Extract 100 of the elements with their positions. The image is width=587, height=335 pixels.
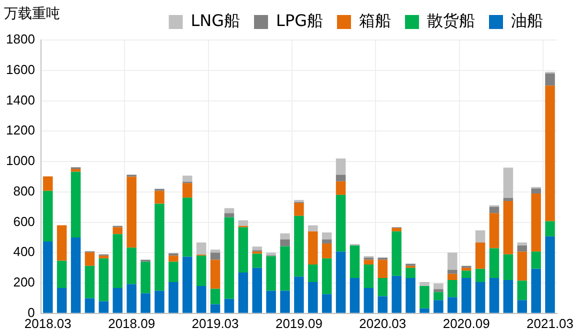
bar (434, 289, 444, 292)
y-tick-label: 200 (13, 274, 35, 290)
bar (210, 260, 220, 289)
legend-label: LPG船 (276, 11, 324, 30)
bar (126, 248, 136, 284)
bar (392, 231, 402, 276)
bar (350, 278, 360, 313)
bar (448, 280, 458, 298)
bar (448, 270, 458, 274)
bar (489, 278, 500, 313)
y-tick-label: 800 (13, 183, 35, 198)
bar (364, 264, 374, 288)
bar (517, 300, 528, 313)
y-tick-label: 0 (28, 304, 35, 320)
bar (489, 248, 500, 278)
bar (350, 246, 360, 278)
bar (517, 280, 528, 300)
bar (210, 288, 220, 304)
bar (126, 176, 136, 248)
bar (364, 288, 374, 313)
bar (448, 297, 458, 313)
y-axis-title: 万载重吨 (4, 5, 60, 23)
bar (196, 256, 206, 286)
bar (545, 221, 555, 236)
bar (98, 301, 109, 313)
bar (252, 254, 262, 268)
bar (280, 233, 290, 240)
legend-label: LNG船 (190, 11, 240, 30)
y-tick-label: 600 (13, 214, 35, 229)
bar (182, 256, 192, 313)
bar (84, 266, 95, 298)
bar (70, 237, 81, 313)
bar (531, 268, 541, 313)
bar (322, 244, 332, 258)
bar (294, 200, 304, 202)
bar (545, 236, 555, 313)
bar (392, 276, 402, 313)
bar (503, 254, 514, 280)
bar (224, 213, 234, 218)
bar (475, 242, 486, 269)
bar (503, 280, 514, 313)
bar (252, 268, 262, 313)
bar (531, 252, 541, 269)
bar (336, 158, 346, 175)
y-tick-label: 1200 (6, 122, 35, 138)
bar (70, 172, 81, 238)
bar (475, 282, 486, 313)
bar (420, 286, 430, 308)
bar (364, 260, 374, 264)
bar (196, 242, 206, 255)
bar (224, 217, 234, 299)
bar (43, 190, 53, 242)
bar (182, 176, 192, 182)
bar (182, 198, 192, 257)
bar (84, 252, 95, 266)
bar (448, 274, 458, 280)
bar (378, 296, 388, 313)
bar (434, 283, 444, 290)
bar (475, 268, 486, 282)
bar (531, 188, 541, 194)
bar (322, 294, 332, 313)
x-tick-label: 2020.09 (442, 316, 490, 331)
bar (294, 276, 304, 313)
bar (420, 308, 430, 313)
bar (280, 246, 290, 291)
bar (336, 181, 346, 195)
bar (182, 183, 192, 198)
bar (517, 242, 528, 246)
bar (336, 194, 346, 252)
bar (98, 256, 109, 258)
bar (545, 86, 555, 222)
bar (531, 194, 541, 252)
bar (56, 288, 67, 313)
bar (461, 278, 472, 313)
legend-label: 箱船 (359, 11, 391, 30)
bar (112, 288, 123, 313)
x-tick-label: 2020.03 (359, 316, 406, 331)
bar (294, 216, 304, 277)
x-tick-label: 2019.03 (192, 316, 239, 331)
bar (503, 201, 514, 254)
bar (112, 234, 123, 288)
bar (545, 73, 555, 86)
y-tick-label: 1600 (6, 62, 35, 77)
bar (434, 300, 444, 313)
bar (238, 220, 248, 226)
legend-label: 油船 (511, 11, 543, 30)
bar (252, 246, 262, 250)
bar (126, 284, 136, 313)
bar (224, 298, 234, 313)
bar (43, 176, 53, 191)
bar (517, 252, 528, 281)
y-tick-label: 400 (13, 244, 35, 260)
x-tick-label: 2018.09 (108, 316, 156, 331)
bar (168, 262, 178, 282)
bar (238, 227, 248, 273)
bar (266, 290, 276, 313)
bar (336, 252, 346, 313)
bar (210, 250, 220, 253)
bar (238, 272, 248, 313)
bar (308, 282, 318, 313)
